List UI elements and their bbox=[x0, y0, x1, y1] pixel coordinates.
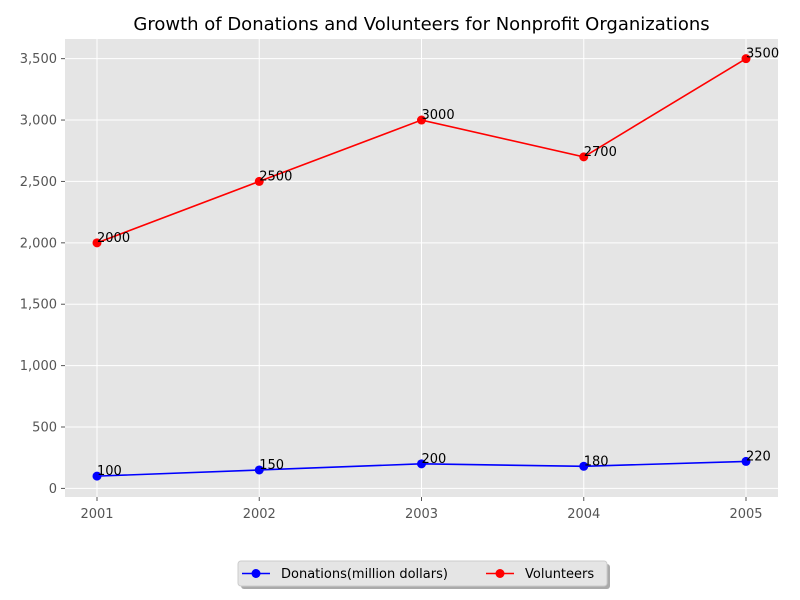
data-point[interactable] bbox=[92, 471, 102, 481]
legend-item-2[interactable]: Volunteers bbox=[486, 567, 594, 582]
data-label: 100 bbox=[97, 464, 122, 479]
data-point[interactable] bbox=[741, 456, 751, 466]
data-point[interactable] bbox=[254, 176, 264, 186]
x-tick-label: 2004 bbox=[567, 507, 600, 522]
y-tick-label: 2,500 bbox=[20, 175, 57, 190]
data-label: 150 bbox=[259, 458, 284, 473]
data-label: 2000 bbox=[97, 231, 130, 246]
x-tick-label: 2001 bbox=[80, 507, 113, 522]
grid-lines bbox=[65, 39, 778, 497]
chart-title: Growth of Donations and Volunteers for N… bbox=[133, 14, 709, 35]
y-tick-label: 3,500 bbox=[20, 52, 57, 67]
legend-item-1[interactable]: Donations(million dollars) bbox=[242, 567, 448, 582]
data-label: 180 bbox=[584, 454, 609, 469]
data-label: 220 bbox=[746, 449, 771, 464]
series-2: 2000 2500 3000 2700 3500 bbox=[92, 47, 779, 248]
data-label: 2500 bbox=[259, 169, 292, 184]
legend-marker bbox=[495, 569, 505, 578]
data-label: 3000 bbox=[422, 108, 455, 123]
legend-box bbox=[237, 560, 608, 587]
data-point[interactable] bbox=[417, 115, 426, 125]
legend-label: Donations(million dollars) bbox=[281, 567, 448, 582]
axis-ticks: 0 500 1,000 1,500 2,000 2,500 3,000 3,500 2001 20… bbox=[20, 52, 763, 522]
data-point[interactable] bbox=[579, 461, 589, 471]
data-label: 2700 bbox=[584, 145, 617, 160]
y-tick-label: 1,500 bbox=[20, 298, 57, 313]
data-point[interactable] bbox=[254, 465, 264, 475]
legend-label: Volunteers bbox=[525, 567, 594, 582]
y-tick-label: 0 bbox=[49, 482, 57, 497]
data-label: 200 bbox=[422, 452, 447, 467]
data-label: 3500 bbox=[746, 47, 779, 62]
legend-marker bbox=[251, 569, 261, 578]
x-tick-label: 2002 bbox=[243, 507, 276, 522]
data-point[interactable] bbox=[92, 238, 102, 248]
y-tick-label: 1,000 bbox=[20, 359, 57, 374]
data-point[interactable] bbox=[741, 54, 751, 64]
y-tick-label: 500 bbox=[32, 421, 57, 436]
y-tick-label: 3,000 bbox=[20, 114, 57, 129]
series-1: 100 150 200 180 220 bbox=[92, 449, 771, 481]
series-layer: 100 150 200 180 220 2000 2500 3000 2700 3500 bbox=[92, 47, 779, 481]
legend[interactable]: Donations(million dollars) Volunteers bbox=[237, 560, 610, 589]
data-point[interactable] bbox=[417, 459, 426, 469]
x-tick-label: 2005 bbox=[729, 507, 762, 522]
x-tick-label: 2003 bbox=[405, 507, 438, 522]
data-point[interactable] bbox=[579, 152, 589, 162]
y-tick-label: 2,000 bbox=[20, 236, 57, 251]
